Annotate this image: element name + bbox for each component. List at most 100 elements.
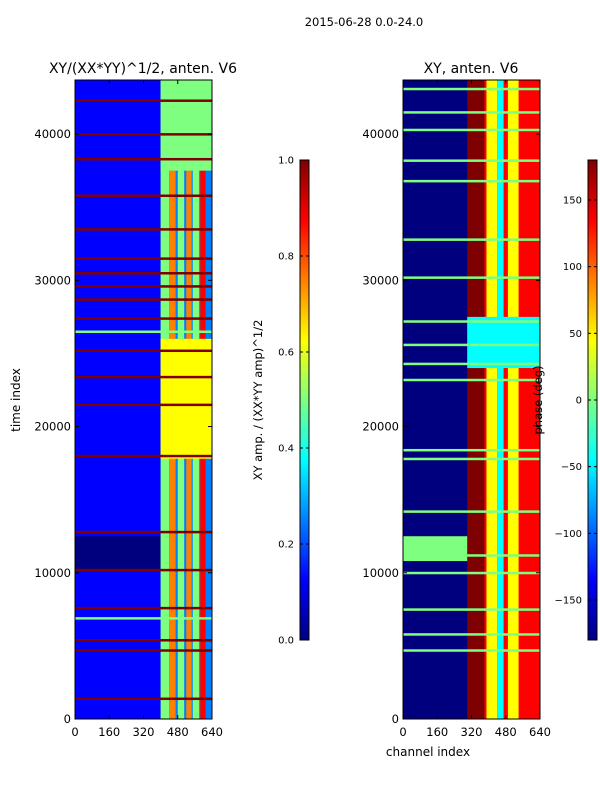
heatmap-row-line [75,298,212,301]
x-tick-label: 160 [98,725,120,739]
y-tick-label: 20000 [362,420,399,434]
heatmap-row-line [403,128,540,132]
heatmap-row-line [75,454,212,458]
y-tick-label: 30000 [34,273,71,287]
phase-heatmap [403,80,540,719]
heatmap-row-line [75,697,212,701]
colorbar-tick-label: 1.0 [278,156,294,167]
amplitude-x-ticks: 0 160 320 480 640 [71,80,223,739]
heatmap-row-line [75,285,212,288]
heatmap-row-line [403,448,540,452]
heatmap-row-line [75,606,212,610]
heatmap-row-line [403,179,540,183]
heatmap-row-line [75,530,212,534]
colorbar-tick-label: 0.4 [278,444,294,455]
heatmap-row-line [403,159,540,162]
heatmap-row-line [75,639,212,642]
heatmap-band [75,536,161,570]
colorbar-tick-label: 100 [563,262,582,273]
heatmap-row-line [403,608,540,611]
heatmap-row-line [75,375,212,379]
heatmap-row-line [403,320,540,323]
colorbar-tick-label: 0 [576,396,582,407]
y-tick-label: 20000 [34,420,71,434]
heatmap-row-line [403,87,540,91]
y-tick-label: 40000 [34,127,71,141]
y-tick-label: 30000 [362,273,399,287]
colorbar-tick-label: 0.6 [278,348,294,359]
heatmap-row-line [403,238,540,241]
heatmap-row-line [75,272,212,275]
heatmap-band [160,338,212,459]
heatmap-row-line [75,228,212,231]
colorbar-tick-label: 50 [569,329,582,340]
heatmap-row-line [75,403,212,407]
amplitude-colorbar-label: XY amp. / (XX*YY amp)^1/2 [251,320,265,481]
colorbar-tick-label: 150 [563,196,582,207]
amplitude-y-ticks: 0 10000 20000 30000 40000 [34,127,212,726]
colorbar-tick-label: 0.8 [278,252,294,263]
x-tick-label: 480 [495,725,517,739]
x-tick-label: 480 [167,725,189,739]
heatmap-row-line [75,99,212,102]
heatmap-row-line [75,349,212,353]
colorbar-tick-label: −150 [555,596,582,607]
colorbar-tick-label: 0.2 [278,540,294,551]
heatmap-row-line [75,257,212,260]
heatmap-band [467,316,540,369]
amplitude-heatmap [75,80,212,719]
heatmap-row-line [403,571,540,575]
x-tick-label: 320 [461,725,483,739]
y-tick-label: 0 [392,712,399,726]
y-tick-label: 10000 [34,566,71,580]
x-tick-label: 320 [133,725,155,739]
heatmap-row-line [403,378,540,382]
heatmap-row-line [403,111,540,114]
panel-phase: XY, anten. V6 0 160 320 480 640 0 10000 20000 3… [362,61,551,759]
heatmap-row-line [403,276,540,279]
phase-colorbar: −150 −100 −50 0 50 100 150 phase (deg) [531,159,598,641]
phase-x-axis-label: channel index [386,745,470,759]
heatmap-row-line [403,633,540,636]
amplitude-plot-title: XY/(XX*YY)^1/2, anten. V6 [49,61,237,77]
phase-colorbar-label: phase (deg) [531,365,545,434]
colorbar-tick-label: −50 [561,462,582,473]
heatmap-band [403,536,468,562]
heatmap-row-line [75,617,212,620]
colorbar-tick-label: 0.0 [278,636,294,647]
heatmap-row-line [403,362,540,366]
heatmap-row-line [75,568,212,572]
phase-x-ticks: 0 160 320 480 640 [399,80,551,739]
amplitude-colorbar-gradient [299,159,310,641]
heatmap-row-line [403,510,540,513]
heatmap-row-line [403,343,540,347]
heatmap-band [507,80,519,719]
y-tick-label: 0 [64,712,71,726]
x-tick-label: 0 [399,725,406,739]
heatmap-row-line [403,457,540,461]
heatmap-row-line [403,554,540,557]
x-tick-label: 0 [71,725,78,739]
heatmap-band [486,80,498,719]
heatmap-row-line [75,649,212,652]
heatmap-row-line [75,317,212,320]
phase-colorbar-ticks: −150 −100 −50 0 50 100 150 [555,196,597,607]
heatmap-row-line [75,194,212,198]
amplitude-colorbar-ticks: 0.0 0.2 0.4 0.6 0.8 1.0 [278,156,309,647]
heatmap-row-line [75,133,212,136]
amplitude-y-axis-label: time index [9,368,23,432]
panel-amplitude: XY/(XX*YY)^1/2, anten. V6 0 160 320 480 640 … [9,61,237,739]
phase-plot-title: XY, anten. V6 [424,61,519,77]
heatmap-row-line [75,157,212,161]
x-tick-label: 640 [201,725,223,739]
heatmap-band [497,80,504,719]
figure-title: 2015-06-28 0.0-24.0 [305,15,424,29]
x-tick-label: 160 [426,725,448,739]
phase-y-ticks: 0 10000 20000 30000 40000 [362,127,540,726]
heatmap-row-line [75,330,212,334]
x-tick-label: 640 [529,725,551,739]
heatmap-row-line [403,649,540,652]
y-tick-label: 40000 [362,127,399,141]
heatmap-band [160,80,212,171]
